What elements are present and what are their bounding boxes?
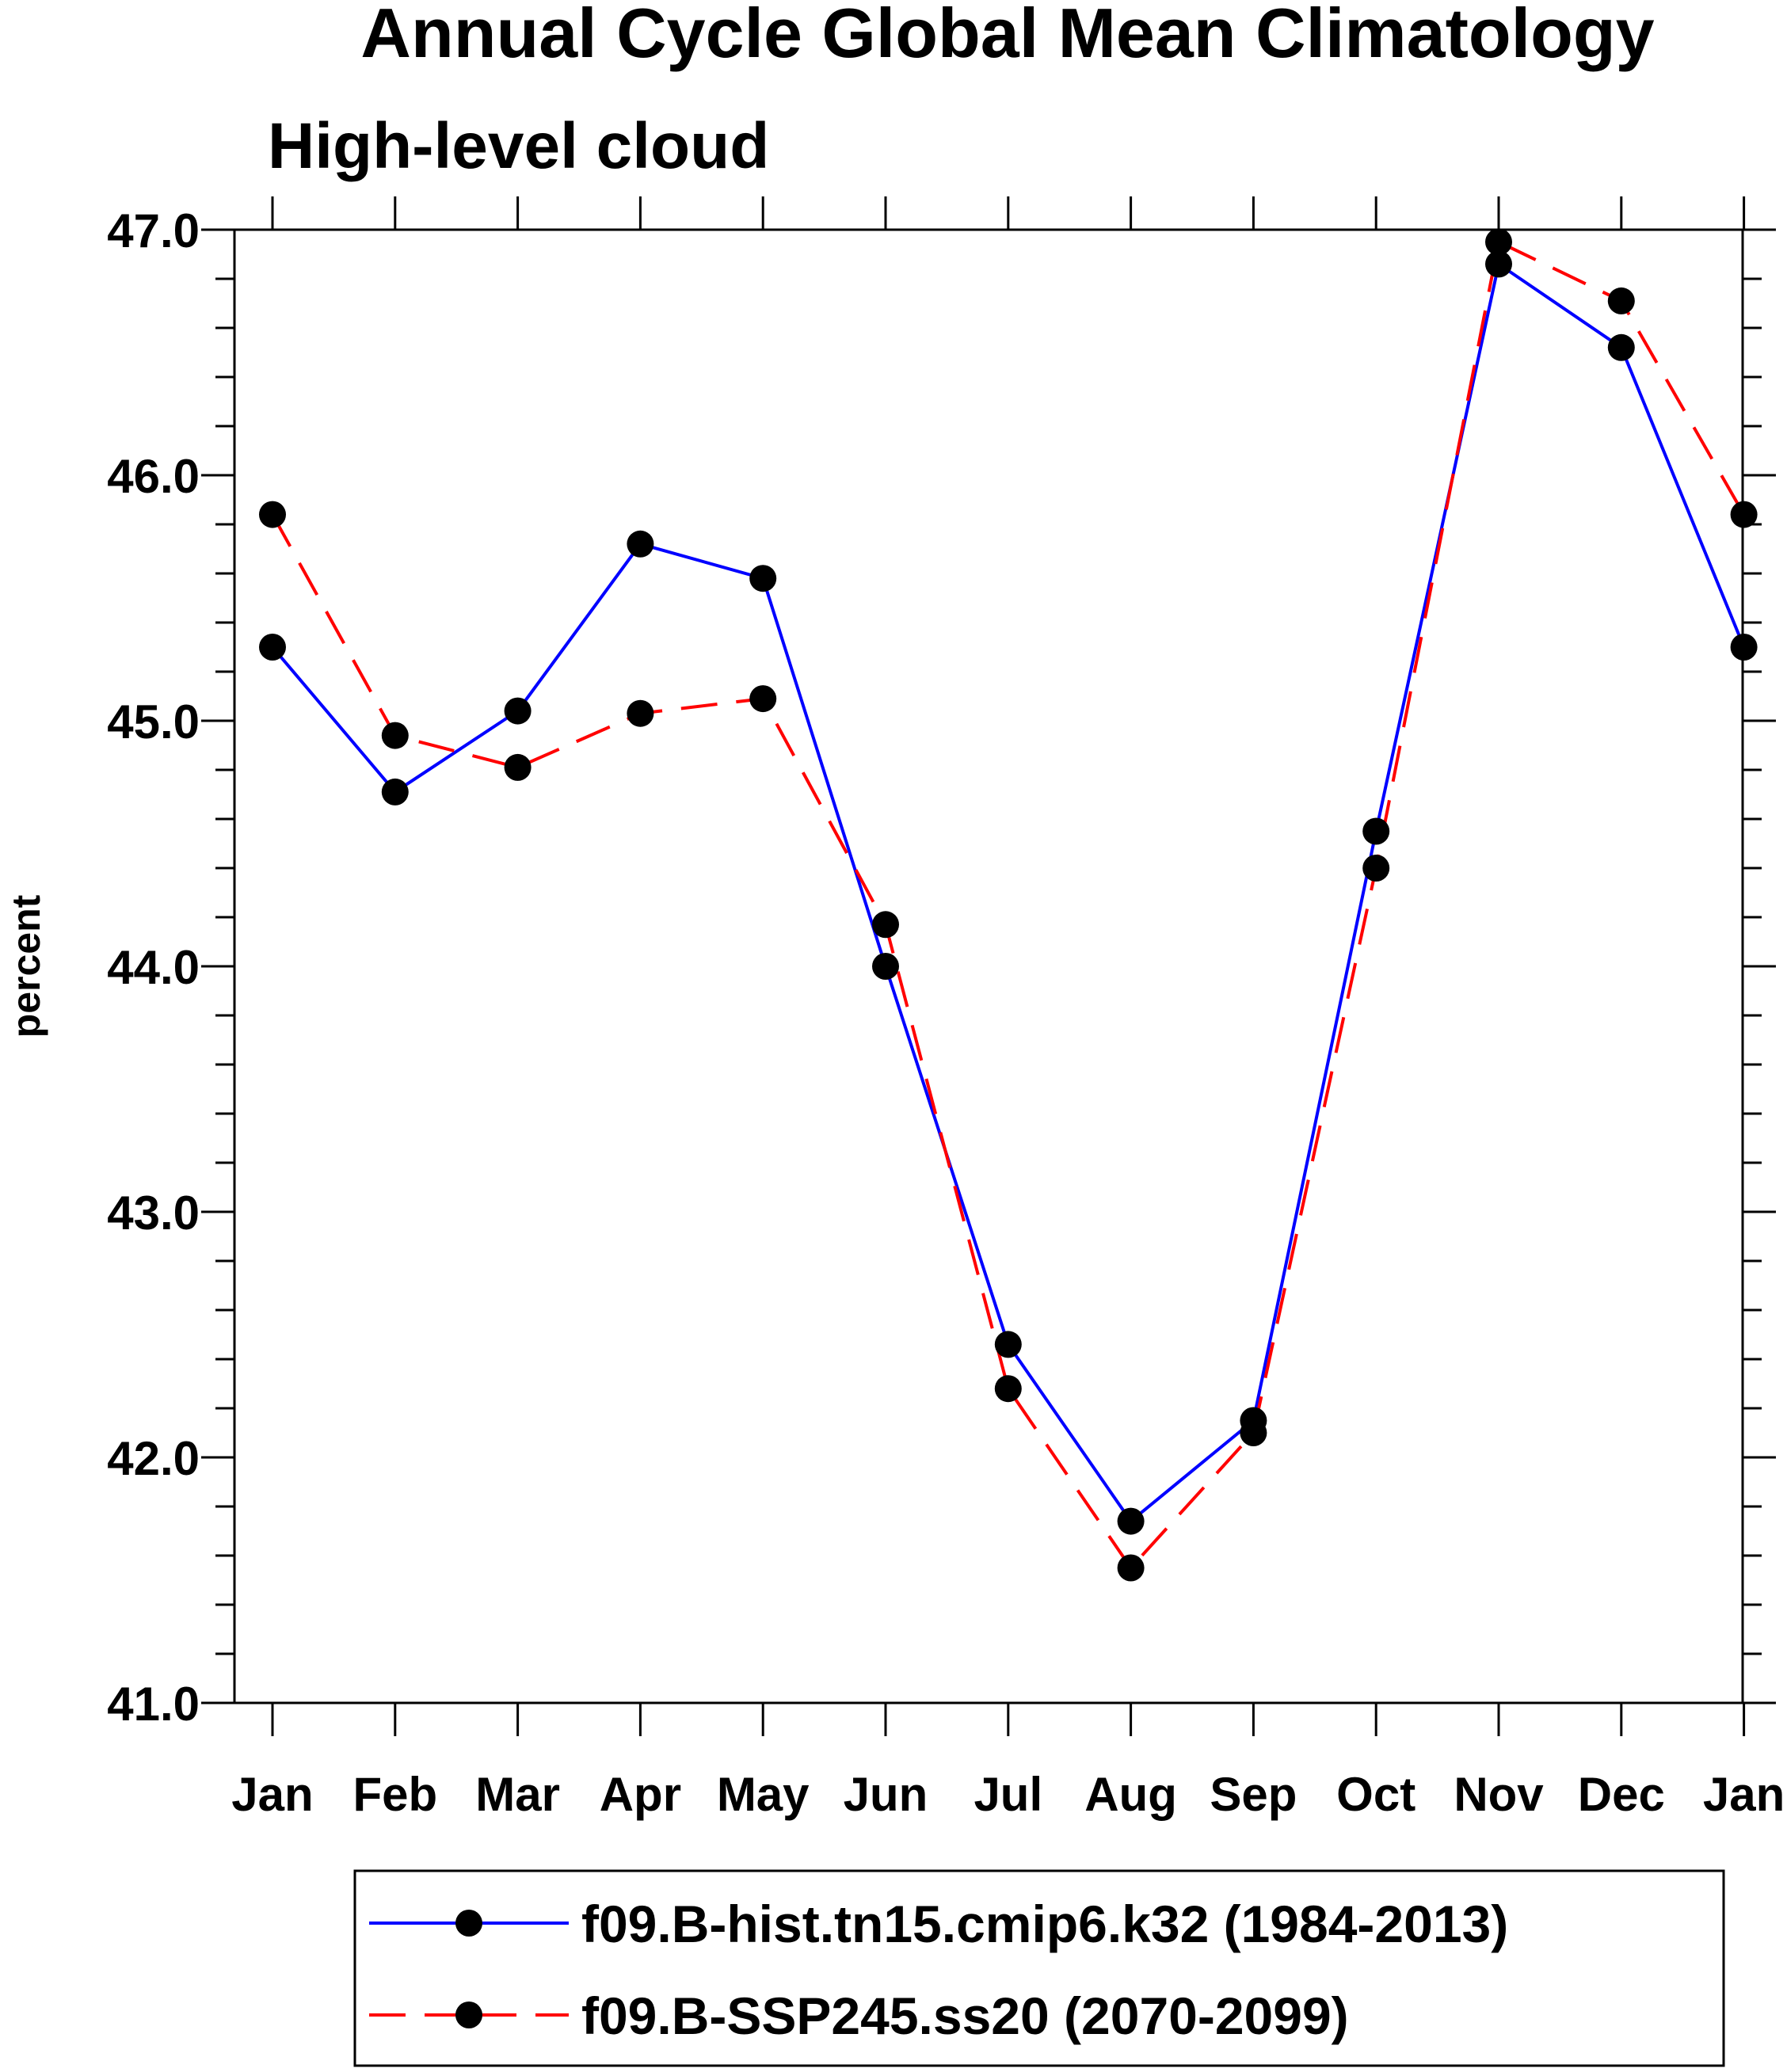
x-tick-label: Jul xyxy=(974,1768,1042,1821)
data-point-series-1 xyxy=(1485,250,1512,278)
data-point-series-2 xyxy=(381,722,409,749)
data-point-series-2 xyxy=(259,501,286,528)
y-axis-label: percent xyxy=(4,894,48,1038)
x-tick-label: Aug xyxy=(1084,1768,1177,1821)
y-tick-label: 43.0 xyxy=(107,1186,200,1240)
data-point-series-1 xyxy=(381,778,409,806)
series-layer xyxy=(259,228,1758,1582)
x-tick-label: Jan xyxy=(1703,1768,1785,1821)
x-tick-label: Jun xyxy=(844,1768,928,1821)
legend-marker-1 xyxy=(455,1910,482,1937)
data-point-series-2 xyxy=(1730,501,1758,528)
chart-subtitle: High-level cloud xyxy=(268,110,769,182)
x-tick-label: Nov xyxy=(1454,1768,1544,1821)
data-point-series-1 xyxy=(1730,634,1758,661)
data-point-series-1 xyxy=(1117,1507,1145,1535)
x-tick-label: Feb xyxy=(352,1768,437,1821)
legend-label-2: f09.B-SSP245.ss20 (2070-2099) xyxy=(581,1986,1349,2045)
x-tick-label: May xyxy=(717,1768,810,1821)
data-point-series-2 xyxy=(994,1375,1022,1403)
y-tick-label: 45.0 xyxy=(107,695,200,748)
data-point-series-2 xyxy=(1607,287,1635,314)
x-tick-labels: Jan Feb Mar Apr May Jun Jul Aug Sep Oct Nov Dec Jan xyxy=(231,1768,1785,1821)
data-point-series-2 xyxy=(1117,1554,1145,1582)
data-point-series-2 xyxy=(1240,1419,1267,1446)
data-point-series-2 xyxy=(1485,228,1512,256)
data-point-series-2 xyxy=(1362,855,1390,882)
legend-box xyxy=(353,1869,1725,2067)
data-point-series-2 xyxy=(504,753,532,781)
axis-ticks xyxy=(201,196,1776,1736)
x-tick-label: Sep xyxy=(1210,1768,1297,1821)
chart-title: Annual Cycle Global Mean Climatology xyxy=(360,0,1654,72)
data-point-series-1 xyxy=(259,634,286,661)
data-point-series-2 xyxy=(627,699,654,727)
data-point-series-2 xyxy=(749,685,777,713)
x-tick-label: Apr xyxy=(600,1768,681,1821)
legend-label-1: f09.B-hist.tn15.cmip6.k32 (1984-2013) xyxy=(581,1895,1508,1953)
data-point-series-1 xyxy=(504,697,532,725)
data-point-series-1 xyxy=(749,565,777,592)
y-tick-label: 44.0 xyxy=(107,941,200,994)
series-line-2 xyxy=(271,239,1746,1571)
x-tick-label: Oct xyxy=(1336,1768,1416,1821)
legend-marker-2 xyxy=(455,2002,482,2028)
data-point-series-1 xyxy=(627,530,654,558)
x-tick-label: Mar xyxy=(475,1768,560,1821)
y-tick-label: 47.0 xyxy=(107,204,200,257)
data-point-series-1 xyxy=(994,1331,1022,1358)
data-point-series-2 xyxy=(872,911,899,939)
data-point-series-1 xyxy=(1607,333,1635,361)
data-point-series-1 xyxy=(872,953,899,980)
y-tick-label: 46.0 xyxy=(107,450,200,503)
legend: f09.B-hist.tn15.cmip6.k32 (1984-2013) f09… xyxy=(369,1895,1508,2045)
plot-frame xyxy=(233,228,1744,1704)
data-point-series-1 xyxy=(1362,817,1390,845)
y-tick-label: 41.0 xyxy=(107,1678,200,1731)
y-tick-label: 42.0 xyxy=(107,1432,200,1485)
x-tick-label: Dec xyxy=(1578,1768,1665,1821)
y-tick-labels: 41.0 42.0 43.0 44.0 45.0 46.0 47.0 xyxy=(107,204,200,1731)
x-tick-label: Jan xyxy=(231,1768,313,1821)
